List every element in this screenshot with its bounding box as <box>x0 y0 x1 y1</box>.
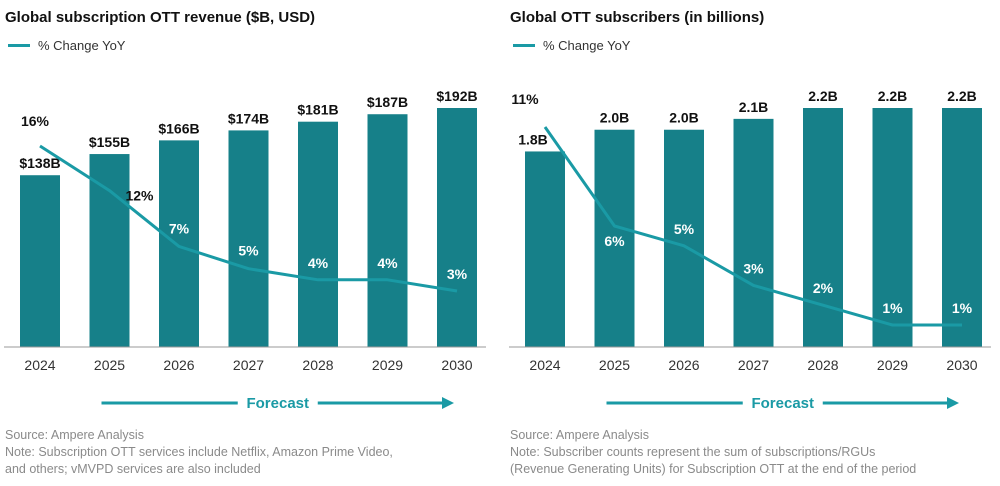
yoy-change-line <box>39 144 458 293</box>
bar-label-2026: $166B <box>158 120 199 136</box>
chart-footnote: Source: Ampere Analysis Note: Subscriber… <box>510 427 1000 478</box>
bar-label-2026: 2.0B <box>669 110 699 126</box>
bar-2026 <box>159 140 199 347</box>
legend-label: % Change YoY <box>543 38 631 53</box>
x-tick-label-2024: 2024 <box>24 357 55 373</box>
bar-2024 <box>525 151 565 347</box>
bar-label-2024: $138B <box>19 155 60 171</box>
revenue-chart-panel: Global subscription OTT revenue ($B, USD… <box>0 0 490 486</box>
forecast-label-bg <box>742 393 823 413</box>
bar-label-2025: 2.0B <box>600 110 630 126</box>
forecast-label: Forecast <box>246 395 309 412</box>
yoy-label-2024: 16% <box>21 113 50 129</box>
x-tick-label-2026: 2026 <box>668 357 699 373</box>
note-text-line2: and others; vMVPD services are also incl… <box>5 462 261 476</box>
x-tick-label-2029: 2029 <box>877 357 908 373</box>
bar-label-2030: $192B <box>436 88 477 104</box>
legend-label: % Change YoY <box>38 38 126 53</box>
yoy-change-line <box>543 126 962 327</box>
legend-line-swatch <box>513 44 535 47</box>
bar-label-2027: $174B <box>228 110 269 126</box>
yoy-label-2027: 5% <box>238 243 259 259</box>
revenue-chart: $138B $155B $166B $174B $181B $187B $192B 2024 2… <box>4 88 486 413</box>
bar-label-2029: 2.2B <box>878 88 908 104</box>
bar-2028 <box>803 108 843 347</box>
bar-label-2028: $181B <box>297 102 338 118</box>
x-tick-label-2028: 2028 <box>302 357 333 373</box>
note-text-line2: (Revenue Generating Units) for Subscript… <box>510 462 917 476</box>
bar-label-2029: $187B <box>367 94 408 110</box>
yoy-label-2028: 4% <box>308 255 329 271</box>
legend-line-swatch <box>8 44 30 47</box>
yoy-label-2026: 5% <box>674 221 695 237</box>
chart-title: Global subscription OTT revenue ($B, USD… <box>5 9 316 26</box>
bar-label-2030: 2.2B <box>947 88 977 104</box>
x-tick-label-2024: 2024 <box>529 357 560 373</box>
forecast-arrowhead <box>947 397 959 409</box>
yoy-label-2028: 2% <box>813 280 834 296</box>
bar-2025 <box>594 129 635 347</box>
x-tick-label-2030: 2030 <box>441 357 472 373</box>
x-tick-label-2026: 2026 <box>163 357 194 373</box>
yoy-label-2030: 3% <box>447 266 468 282</box>
chart-legend: % Change YoY <box>513 38 630 53</box>
note-text-line1: Note: Subscriber counts represent the su… <box>510 445 876 459</box>
bar-2027 <box>733 118 774 347</box>
forecast-label: Forecast <box>751 395 814 412</box>
bar-2029 <box>872 108 913 347</box>
forecast-arrowhead <box>442 397 454 409</box>
bar-2030 <box>942 108 982 347</box>
bar-label-2025: $155B <box>89 134 130 150</box>
bar-2030 <box>437 108 477 347</box>
x-tick-label-2030: 2030 <box>946 357 977 373</box>
x-tick-label-2027: 2027 <box>738 357 769 373</box>
bar-2027 <box>228 130 269 347</box>
bar-label-2028: 2.2B <box>808 88 838 104</box>
yoy-label-2029: 4% <box>377 255 398 271</box>
forecast-label-bg <box>237 393 318 413</box>
note-text-line1: Note: Subscription OTT services include … <box>5 445 393 459</box>
source-text: Source: Ampere Analysis <box>510 428 649 442</box>
source-text: Source: Ampere Analysis <box>5 428 144 442</box>
bar-label-2027: 2.1B <box>739 99 769 115</box>
x-tick-label-2028: 2028 <box>807 357 838 373</box>
chart-footnote: Source: Ampere Analysis Note: Subscripti… <box>5 427 495 478</box>
subscribers-chart: 1.8B 2.0B 2.0B 2.1B 2.2B 2.2B 2.2B 2024 2025 2026… <box>509 88 991 413</box>
yoy-label-2025: 6% <box>604 233 625 249</box>
bar-2028 <box>298 121 338 347</box>
subscribers-chart-panel: Global OTT subscribers (in billions) % C… <box>505 0 995 486</box>
x-tick-label-2029: 2029 <box>372 357 403 373</box>
x-tick-label-2025: 2025 <box>94 357 125 373</box>
chart-title: Global OTT subscribers (in billions) <box>510 9 765 26</box>
bar-2025 <box>89 154 130 347</box>
bar-label-2024: 1.8B <box>518 131 548 147</box>
x-tick-label-2027: 2027 <box>233 357 264 373</box>
chart-legend: % Change YoY <box>8 38 125 53</box>
yoy-label-2027: 3% <box>743 260 764 276</box>
yoy-label-2026: 7% <box>169 220 190 236</box>
yoy-label-2030: 1% <box>952 300 973 316</box>
bar-2026 <box>664 129 704 347</box>
yoy-label-2024: 11% <box>511 91 539 107</box>
yoy-label-2029: 1% <box>882 300 903 316</box>
bar-2029 <box>367 114 408 347</box>
yoy-label-2025: 12% <box>125 188 154 204</box>
x-tick-label-2025: 2025 <box>599 357 630 373</box>
bar-2024 <box>20 175 60 347</box>
